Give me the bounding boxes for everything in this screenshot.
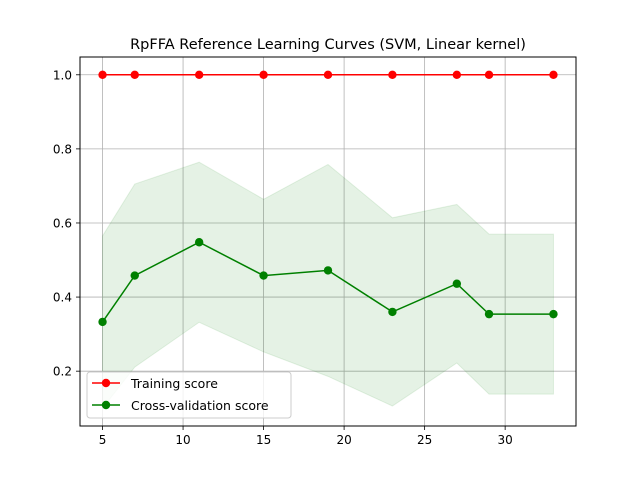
legend-frame bbox=[86, 371, 292, 419]
data-point-0 bbox=[549, 70, 558, 79]
data-point-0 bbox=[98, 70, 107, 79]
data-point-1 bbox=[323, 266, 333, 275]
legend-label-training: Training score bbox=[130, 376, 218, 391]
data-point-1 bbox=[549, 309, 558, 319]
y-tick-label: 0.6 bbox=[53, 216, 72, 230]
y-tick-label: 0.8 bbox=[53, 142, 72, 156]
data-point-0 bbox=[484, 70, 494, 79]
confidence-band-1 bbox=[102, 161, 554, 410]
x-tick-label: 20 bbox=[336, 433, 351, 447]
y-tick-label: 0.2 bbox=[53, 365, 72, 379]
x-tick-label: 15 bbox=[256, 433, 271, 447]
x-tick-label: 10 bbox=[175, 433, 190, 447]
data-point-1 bbox=[194, 238, 204, 247]
legend-marker-training bbox=[101, 378, 111, 388]
y-tick-label: 1.0 bbox=[53, 68, 72, 82]
data-point-0 bbox=[388, 70, 397, 79]
data-point-0 bbox=[130, 70, 139, 79]
data-point-1 bbox=[259, 271, 268, 280]
x-tick-label: 5 bbox=[99, 433, 107, 447]
chart-title: RpFFA Reference Learning Curves (SVM, Li… bbox=[130, 37, 526, 53]
data-point-0 bbox=[452, 70, 462, 79]
data-point-1 bbox=[484, 309, 494, 319]
legend-label-cross-validation: Cross-validation score bbox=[131, 398, 269, 413]
legend: Training score Cross-validation score bbox=[86, 371, 292, 419]
legend-marker-cross-validation bbox=[101, 400, 111, 410]
data-point-1 bbox=[388, 307, 397, 317]
data-point-0 bbox=[259, 70, 268, 79]
data-point-1 bbox=[98, 317, 107, 327]
plot-frame bbox=[79, 56, 577, 427]
x-tick-label: 30 bbox=[498, 433, 513, 447]
data-point-0 bbox=[194, 70, 204, 79]
series-layer bbox=[98, 70, 558, 327]
data-point-0 bbox=[323, 70, 333, 79]
x-tick-label: 25 bbox=[417, 433, 432, 447]
y-tick-label: 0.4 bbox=[53, 291, 72, 305]
data-point-1 bbox=[130, 271, 139, 280]
axis-layer: 5 10 15 20 25 30 0.2 0.4 0.6 0.8 1.0 bbox=[53, 56, 577, 447]
data-point-1 bbox=[452, 279, 462, 288]
